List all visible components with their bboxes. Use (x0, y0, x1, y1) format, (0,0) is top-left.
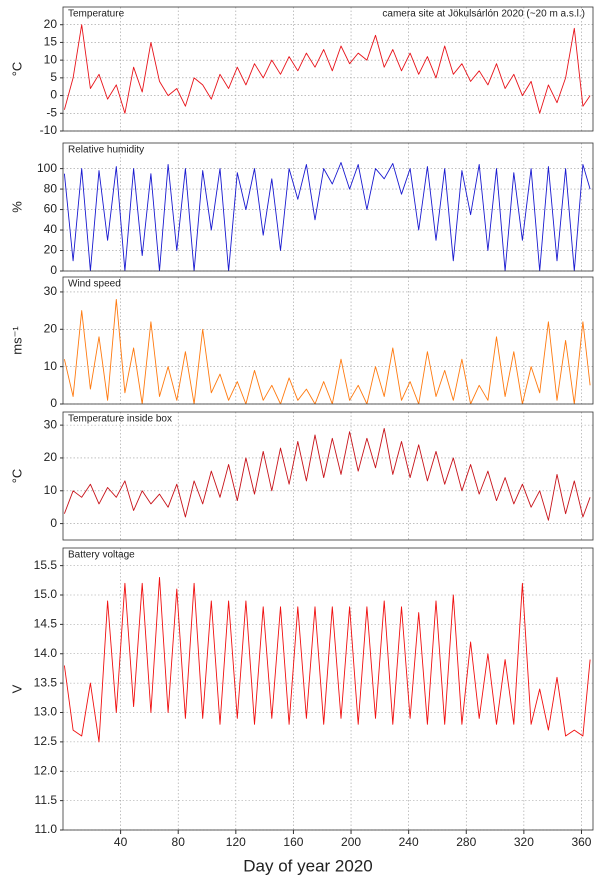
annotation: camera site at Jökulsárlón 2020 (~20 m a… (382, 9, 585, 20)
data-line (63, 298, 591, 404)
x-axis-label: Day of year 2020 (243, 856, 372, 875)
y-tick-label: 5 (50, 70, 57, 84)
plot-area (63, 576, 591, 743)
panel-title: Relative humidity (68, 145, 144, 156)
y-tick-label: -5 (46, 105, 57, 119)
y-tick-label: 0 (50, 88, 57, 102)
y-axis-label: °C (9, 62, 24, 77)
x-tick-label: 120 (226, 835, 246, 849)
panel-frame (62, 142, 594, 272)
plot-area (63, 162, 591, 271)
y-tick-label: 14.5 (34, 617, 58, 631)
y-tick-label: 13.5 (34, 675, 58, 689)
y-tick-label: 11.5 (35, 793, 58, 807)
y-tick-label: 60 (44, 202, 58, 216)
x-tick-label: 320 (514, 835, 534, 849)
y-tick-label: 12.0 (34, 763, 58, 777)
panel-frame (62, 6, 594, 132)
x-tick-label: 200 (341, 835, 361, 849)
y-tick-label: 20 (44, 243, 58, 257)
y-tick-label: 40 (44, 222, 58, 236)
y-axis-label: °C (9, 469, 24, 484)
y-axis-label: ms⁻¹ (9, 326, 24, 355)
x-tick-label: 280 (456, 835, 476, 849)
x-tick-label: 240 (399, 835, 419, 849)
y-tick-label: 14.0 (34, 646, 58, 660)
plot-area (63, 427, 591, 521)
y-tick-label: 0 (50, 263, 57, 277)
x-tick-label: 40 (114, 835, 128, 849)
data-line (63, 24, 591, 114)
y-axis-label: % (9, 201, 24, 213)
y-tick-label: 20 (44, 17, 58, 31)
y-tick-label: 20 (44, 321, 58, 335)
y-axis-label: V (9, 684, 24, 693)
plot-area (63, 24, 591, 114)
panel-frame (62, 276, 594, 405)
data-line (63, 162, 591, 271)
panel-title: Battery voltage (68, 550, 135, 561)
data-line (63, 576, 591, 743)
y-tick-label: 0 (50, 516, 57, 530)
y-tick-label: 30 (44, 417, 58, 431)
panel-title: Temperature (68, 9, 125, 20)
y-tick-label: 20 (44, 450, 58, 464)
y-tick-label: 11.0 (35, 822, 58, 836)
panel-title: Wind speed (68, 279, 121, 290)
y-tick-label: 10 (44, 52, 58, 66)
y-tick-label: 30 (44, 284, 58, 298)
x-tick-label: 80 (172, 835, 186, 849)
y-tick-label: 10 (44, 483, 58, 497)
plot-area (63, 298, 591, 404)
y-tick-label: 15.0 (34, 587, 58, 601)
y-tick-label: 15.5 (34, 558, 58, 572)
y-tick-label: 13.0 (34, 705, 58, 719)
panel-title: Temperature inside box (68, 414, 172, 425)
y-tick-label: -10 (40, 123, 58, 137)
y-tick-label: 15 (44, 35, 58, 49)
panel-frame (62, 547, 594, 831)
x-tick-label: 360 (571, 835, 591, 849)
y-tick-label: 10 (44, 359, 58, 373)
data-line (63, 427, 591, 521)
y-tick-label: 0 (50, 396, 57, 410)
y-tick-label: 12.5 (34, 734, 58, 748)
x-tick-label: 160 (283, 835, 303, 849)
y-tick-label: 80 (44, 181, 58, 195)
y-tick-label: 100 (37, 161, 57, 175)
panel-frame (62, 411, 594, 541)
